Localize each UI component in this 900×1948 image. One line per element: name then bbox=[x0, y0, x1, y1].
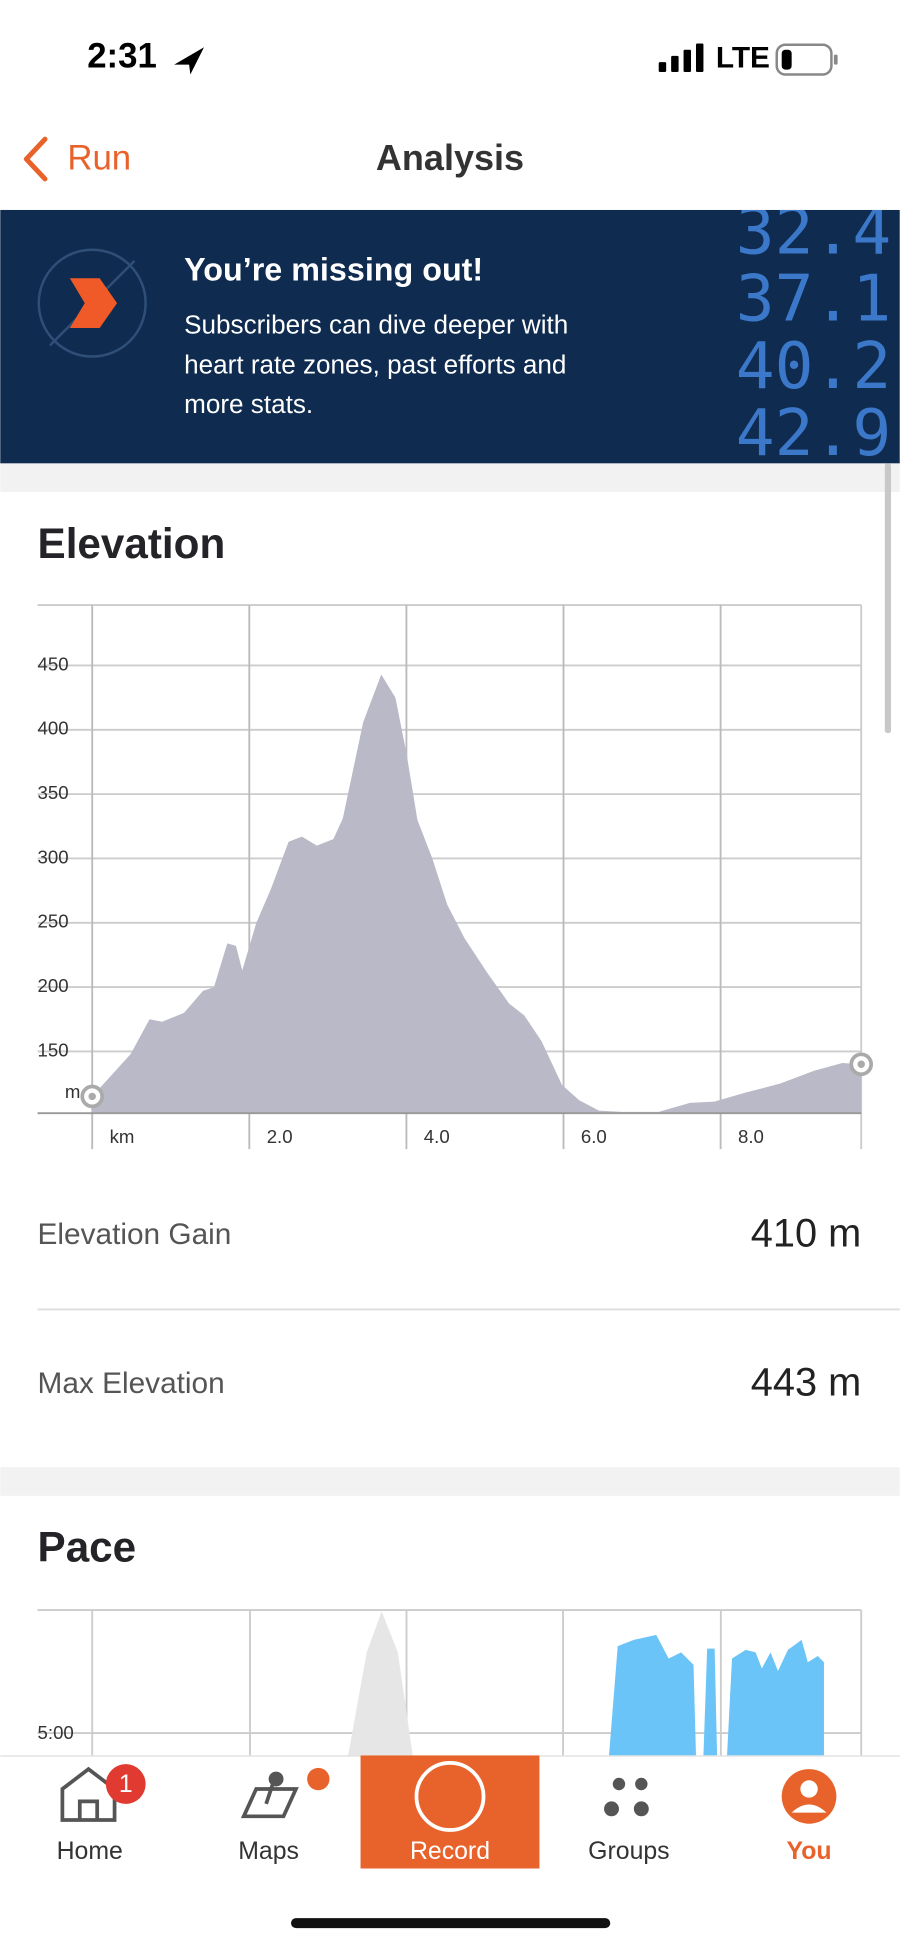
banner-number: 37.1 bbox=[736, 262, 892, 337]
range-handle-dot bbox=[857, 1060, 865, 1068]
tab-label: Record bbox=[410, 1838, 490, 1865]
banner[interactable] bbox=[0, 209, 900, 464]
stat-value: 410 m bbox=[751, 1212, 861, 1256]
x-tick-label: 4.0 bbox=[424, 1126, 450, 1147]
y-tick-label: 5:00 bbox=[38, 1722, 74, 1743]
stat-label: Elevation Gain bbox=[38, 1218, 232, 1251]
pace-grid bbox=[37, 1609, 863, 1756]
x-tick-label: 8.0 bbox=[738, 1126, 764, 1147]
pace-area bbox=[609, 1634, 824, 1756]
notification-dot bbox=[307, 1767, 330, 1791]
scrollbar bbox=[884, 463, 892, 733]
banner-number: 42.9 bbox=[736, 396, 892, 471]
banner-number: 40.2 bbox=[736, 329, 892, 404]
section-title: Elevation bbox=[38, 520, 226, 567]
tab-label: Maps bbox=[238, 1838, 299, 1865]
y-tick-label: 150 bbox=[38, 1039, 69, 1060]
signal-icon bbox=[658, 43, 704, 73]
banner-text: more stats. bbox=[184, 389, 313, 419]
pace-area bbox=[348, 1611, 413, 1756]
y-tick-label: 350 bbox=[38, 782, 69, 803]
banner-text: Subscribers can dive deeper with bbox=[184, 310, 568, 340]
back-chevron[interactable] bbox=[23, 136, 48, 182]
banner-number: 32.4 bbox=[736, 195, 892, 270]
tab-label: Home bbox=[57, 1838, 123, 1865]
x-tick-label: 6.0 bbox=[581, 1126, 607, 1147]
you-tab[interactable]: You bbox=[781, 1769, 837, 1865]
stat-value: 443 m bbox=[751, 1361, 861, 1405]
badge-count: 1 bbox=[119, 1771, 133, 1798]
home-tab[interactable]: 1 Home bbox=[57, 1764, 146, 1865]
range-handle-dot bbox=[88, 1092, 96, 1101]
banner-text: heart rate zones, past efforts and bbox=[184, 349, 566, 379]
x-tick-label: km bbox=[110, 1126, 135, 1147]
y-tick-label: 300 bbox=[38, 846, 69, 867]
elevation-area bbox=[92, 674, 862, 1114]
tab-label: Groups bbox=[588, 1838, 669, 1865]
stat-label: Max Elevation bbox=[38, 1367, 225, 1400]
home-indicator bbox=[290, 1918, 611, 1929]
back-button[interactable]: Run bbox=[67, 139, 131, 177]
x-tick-label: 2.0 bbox=[267, 1126, 293, 1147]
nav-title: Analysis bbox=[376, 137, 524, 178]
y-tick-label: 450 bbox=[38, 653, 69, 674]
groups-tab[interactable]: Groups bbox=[588, 1777, 670, 1865]
tab-label: You bbox=[787, 1838, 832, 1865]
y-tick-label: 250 bbox=[38, 911, 69, 932]
location-icon bbox=[174, 47, 205, 75]
banner-title: You’re missing out! bbox=[184, 252, 483, 288]
banner-icon bbox=[69, 278, 118, 328]
y-unit: m bbox=[65, 1081, 81, 1102]
y-tick-label: 200 bbox=[38, 975, 69, 996]
battery-icon bbox=[775, 43, 838, 76]
section-gap bbox=[0, 1467, 900, 1496]
section-title: Pace bbox=[38, 1524, 137, 1571]
network: LTE bbox=[716, 42, 770, 75]
y-tick-label: 400 bbox=[38, 718, 69, 739]
badge bbox=[105, 1764, 146, 1804]
time: 2:31 bbox=[87, 38, 157, 76]
section-gap bbox=[0, 463, 900, 492]
record-tab[interactable]: Record bbox=[360, 1755, 540, 1869]
banner-icon-ring bbox=[37, 248, 147, 358]
maps-tab[interactable]: Maps bbox=[238, 1767, 330, 1865]
